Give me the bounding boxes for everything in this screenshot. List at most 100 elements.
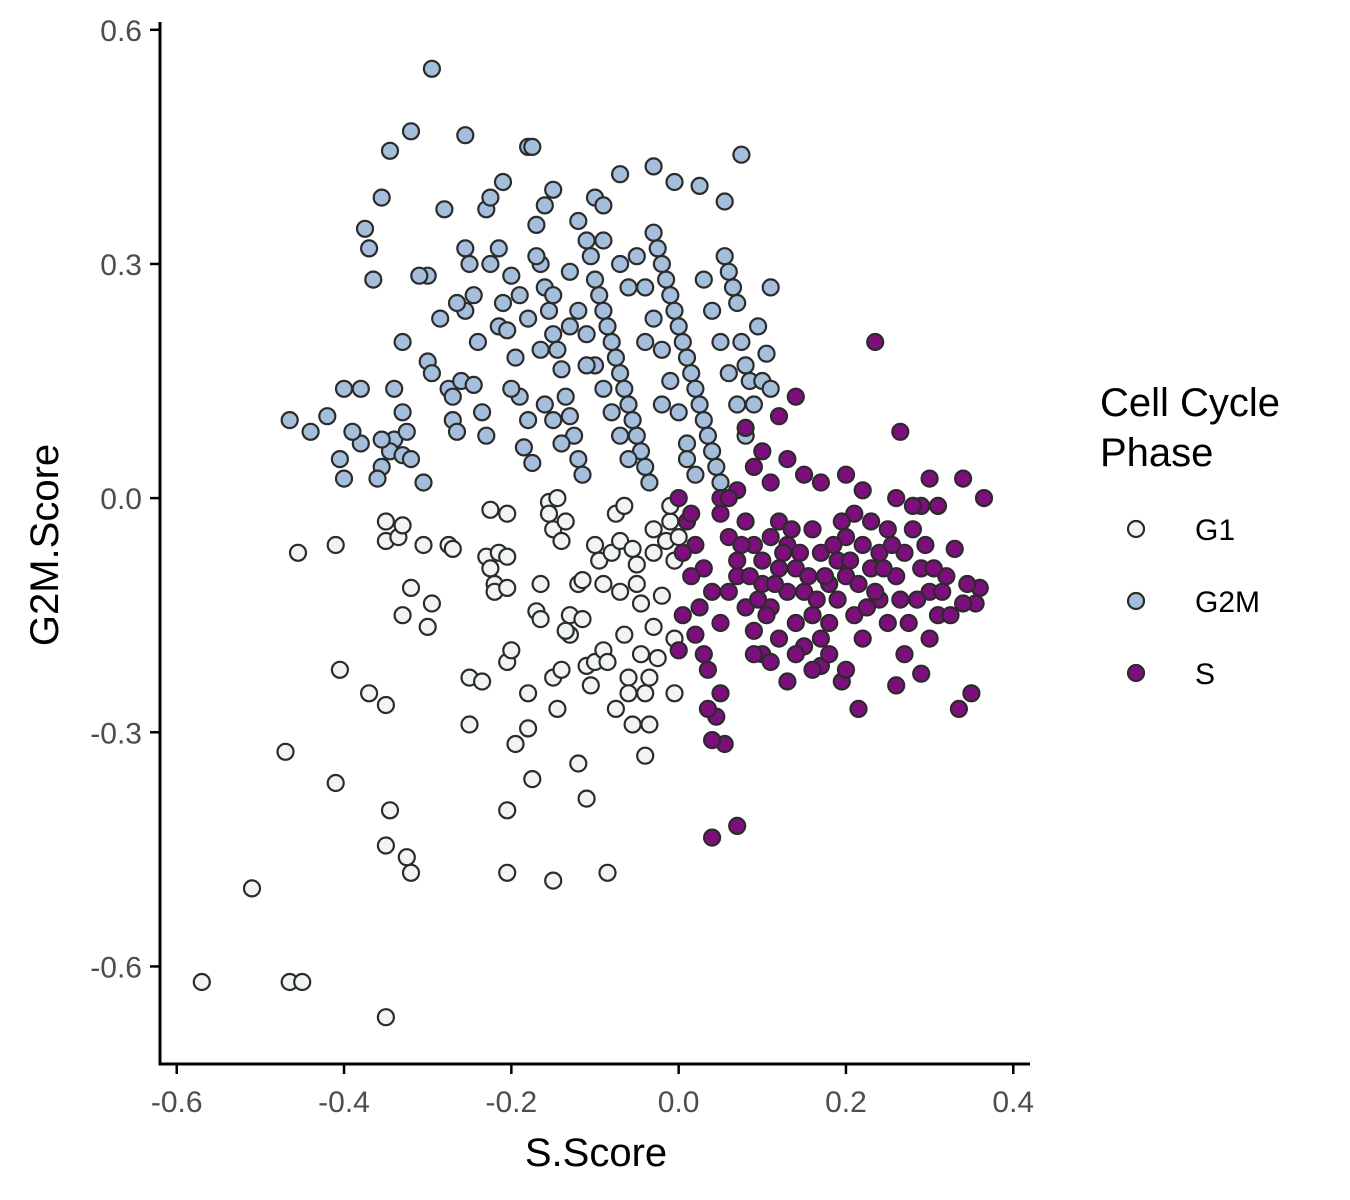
point-g1 [531, 574, 550, 594]
legend-key-g2m [1126, 591, 1146, 611]
point-s [903, 520, 923, 539]
point-g2m [732, 145, 751, 164]
point-s [753, 442, 772, 461]
point-g2m [473, 403, 492, 422]
point-s [866, 332, 885, 352]
point-g2m [334, 379, 354, 398]
point-s [732, 535, 751, 555]
point-g2m [610, 254, 630, 274]
x-tick-label: 0.0 [658, 1086, 700, 1119]
point-g2m [577, 231, 596, 250]
point-g2m [447, 293, 467, 313]
point-g2m [619, 450, 638, 469]
point-s [953, 469, 973, 488]
point-g1 [548, 699, 567, 719]
point-g1 [539, 504, 559, 523]
point-s [866, 582, 885, 601]
point-s [702, 582, 722, 601]
point-s [874, 559, 893, 578]
point-g2m [372, 188, 391, 207]
point-g1 [393, 516, 412, 535]
point-s [853, 481, 872, 500]
point-s [861, 512, 881, 531]
point-s [811, 629, 831, 648]
point-s [903, 496, 923, 515]
point-s [786, 613, 805, 633]
point-s [682, 567, 701, 586]
point-s [702, 828, 722, 847]
point-s [916, 535, 935, 555]
point-s [702, 730, 722, 750]
point-g2m [560, 407, 580, 426]
point-s [736, 512, 755, 531]
point-g2m [443, 387, 462, 406]
point-g1 [242, 879, 262, 898]
x-tick-label: 0.2 [825, 1086, 867, 1119]
point-g2m [602, 403, 621, 422]
point-g1 [376, 1008, 395, 1027]
point-s [728, 551, 747, 570]
point-g2m [581, 247, 600, 266]
legend-label-s: S [1195, 658, 1215, 691]
point-g1 [631, 645, 651, 664]
point-g1 [544, 871, 563, 890]
point-g1 [393, 606, 412, 625]
point-s [933, 582, 952, 601]
point-s [920, 629, 939, 648]
point-g2m [711, 332, 730, 352]
point-g2m [652, 254, 672, 274]
point-g2m [560, 317, 580, 336]
point-g1 [498, 863, 517, 882]
point-s [945, 539, 964, 559]
point-g2m [652, 395, 672, 414]
point-g2m [489, 239, 508, 258]
point-s [719, 489, 738, 508]
point-g2m [301, 422, 320, 441]
point-g2m [707, 457, 726, 476]
point-g1 [443, 539, 462, 559]
point-g2m [527, 215, 546, 234]
point-g1 [623, 539, 642, 559]
point-s [882, 535, 902, 555]
point-s [769, 629, 789, 648]
y-tick-label: 0.6 [100, 15, 142, 48]
point-g1 [573, 609, 592, 629]
point-s [698, 660, 718, 679]
point-g1 [293, 972, 312, 992]
point-g1 [418, 617, 437, 637]
point-s [924, 559, 943, 578]
x-tick-label: 0.4 [992, 1086, 1034, 1119]
legend-key-s [1126, 663, 1146, 683]
point-s [836, 660, 856, 679]
point-g2m [590, 286, 609, 305]
point-g2m [602, 332, 621, 352]
point-g2m [510, 286, 529, 305]
point-g2m [644, 157, 663, 176]
point-g2m [677, 348, 697, 367]
x-tick-label: -0.2 [485, 1086, 537, 1119]
point-s [878, 520, 897, 539]
legend-title-line-1: Cell Cycle [1100, 381, 1280, 425]
point-g2m [481, 254, 500, 274]
point-g1 [627, 555, 646, 574]
point-g2m [518, 309, 538, 328]
point-g1 [498, 578, 517, 598]
point-g2m [468, 332, 487, 352]
point-g1 [498, 504, 517, 523]
point-s [887, 489, 906, 508]
point-s [778, 450, 797, 469]
point-s [958, 574, 977, 594]
point-g2m [694, 270, 713, 289]
point-g1 [502, 641, 521, 660]
point-g1 [506, 734, 525, 754]
point-s [820, 613, 839, 633]
point-g2m [761, 278, 780, 297]
point-g1 [644, 520, 663, 539]
point-g2m [401, 450, 421, 469]
point-g2m [698, 426, 718, 445]
point-s [698, 699, 718, 719]
point-g2m [610, 165, 630, 184]
point-s [824, 535, 843, 555]
x-axis-title: S.Score [525, 1131, 667, 1175]
point-g1 [594, 574, 613, 594]
